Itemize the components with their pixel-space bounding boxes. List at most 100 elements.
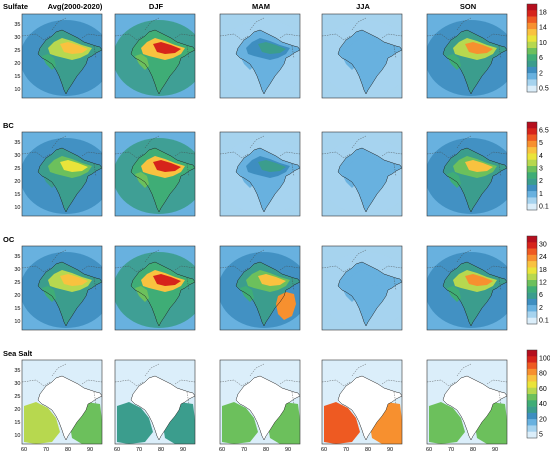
colorbar-tick: 6.5: [539, 128, 549, 135]
colorbar-tick: 0.1: [539, 318, 549, 325]
colorbar-swatch: [527, 22, 537, 30]
colorbar-swatch: [527, 394, 537, 401]
panel-frame: [219, 131, 301, 217]
map-panel: 35 30 25 20 15 10: [14, 245, 103, 331]
colorbar-tick: 6: [539, 55, 543, 62]
lon-tick: 70: [241, 447, 247, 453]
lat-tick: 20: [14, 61, 20, 67]
lon-tick: 80: [158, 447, 164, 453]
lat-tick: 25: [14, 166, 20, 172]
colorbar-tick: 0.5: [539, 86, 549, 93]
lat-tick: 25: [14, 48, 20, 54]
colorbar-swatch: [527, 66, 537, 74]
colorbar-swatch: [527, 140, 537, 148]
colorbar-tick: 20: [539, 416, 547, 423]
panel-frame: [321, 245, 403, 331]
panel-frame: [21, 359, 103, 445]
panel-frame: [321, 13, 403, 99]
lat-tick: 10: [14, 319, 20, 325]
lat-tick: 20: [14, 179, 20, 185]
colorbar-swatch: [527, 311, 537, 319]
lat-tick: 35: [14, 140, 20, 146]
panel-frame: [114, 13, 196, 99]
lat-tick: 35: [14, 254, 20, 260]
lon-tick: 80: [470, 447, 476, 453]
colorbar-tick: 6: [539, 292, 543, 299]
map-panel: [219, 131, 301, 217]
colorbar-tick: 5: [539, 432, 543, 439]
colorbar-swatch: [527, 305, 537, 312]
colorbar-tick: 60: [539, 386, 547, 393]
colorbar-swatch: [527, 236, 537, 243]
colorbar-tick: 2: [539, 305, 543, 312]
colorbar-swatch: [527, 286, 537, 293]
panel-frame: [426, 359, 508, 445]
map-panel: [321, 245, 403, 331]
colorbar-tick: 2: [539, 178, 543, 185]
lon-tick: 60: [219, 447, 225, 453]
colorbar-swatch: [527, 400, 537, 407]
lon-tick: 80: [65, 447, 71, 453]
colorbar-frame: [526, 349, 538, 439]
column-header: DJF: [149, 2, 164, 11]
lon-tick: 70: [43, 447, 49, 453]
lon-tick: 80: [263, 447, 269, 453]
row-label: Sulfate: [3, 2, 28, 11]
lat-tick: 35: [14, 368, 20, 374]
lat-tick: 20: [14, 293, 20, 299]
colorbar-swatch: [527, 153, 537, 161]
lat-tick: 30: [14, 381, 20, 387]
colorbar-swatch: [527, 159, 537, 167]
lat-tick: 25: [14, 280, 20, 286]
colorbar-tick: 80: [539, 371, 547, 378]
colorbar-swatch: [527, 54, 537, 61]
map-panel: [114, 131, 196, 217]
colorbar-tick: 40: [539, 401, 547, 408]
map-panel: 35 30 25 20 15 10: [14, 131, 103, 217]
colorbar-frame: [526, 3, 538, 93]
colorbar-swatch: [527, 147, 537, 154]
colorbar-tick: 10: [539, 40, 547, 47]
colorbar-swatch: [527, 191, 537, 198]
colorbar-swatch: [527, 73, 537, 80]
map-panel: 60 70 80 90: [426, 359, 508, 453]
column-header: MAM: [252, 2, 270, 11]
colorbar-swatch: [527, 41, 537, 49]
lon-tick: 90: [387, 447, 393, 453]
colorbar-swatch: [527, 381, 537, 389]
lon-tick: 70: [343, 447, 349, 453]
colorbar-tick: 5: [539, 140, 543, 147]
colorbar-swatch: [527, 375, 537, 382]
colorbar-tick: 14: [539, 25, 547, 32]
lon-tick: 60: [114, 447, 120, 453]
colorbar-swatch: [527, 203, 537, 211]
colorbar-swatch: [527, 248, 537, 256]
lat-tick: 15: [14, 306, 20, 312]
map-panel: [426, 13, 508, 99]
map-panel: 60 70 80 90: [321, 359, 403, 453]
lat-tick: 35: [14, 22, 20, 28]
colorbar-frame: [526, 235, 538, 325]
colorbar-swatch: [527, 10, 537, 17]
colorbar-swatch: [527, 406, 537, 414]
colorbar-tick: 3: [539, 166, 543, 173]
lon-tick: 60: [321, 447, 327, 453]
colorbar: 18 14 10 6 2 0.5: [526, 3, 549, 93]
colorbar-swatch: [527, 35, 537, 43]
colorbar-swatch: [527, 267, 537, 275]
lon-tick: 90: [285, 447, 291, 453]
lat-tick: 30: [14, 267, 20, 273]
colorbar-swatch: [527, 172, 537, 179]
colorbar-swatch: [527, 280, 537, 287]
column-header: Avg(2000-2020): [48, 2, 103, 11]
lat-tick: 20: [14, 407, 20, 413]
colorbar-tick: 30: [539, 242, 547, 249]
lat-tick: 15: [14, 192, 20, 198]
colorbar-tick: 4: [539, 153, 543, 160]
colorbar-swatch: [527, 254, 537, 262]
map-panel: 60 70 80 90: [219, 359, 301, 453]
panel-frame: [219, 359, 301, 445]
map-panel: [114, 245, 196, 331]
colorbar-swatch: [527, 134, 537, 142]
lon-tick: 80: [365, 447, 371, 453]
